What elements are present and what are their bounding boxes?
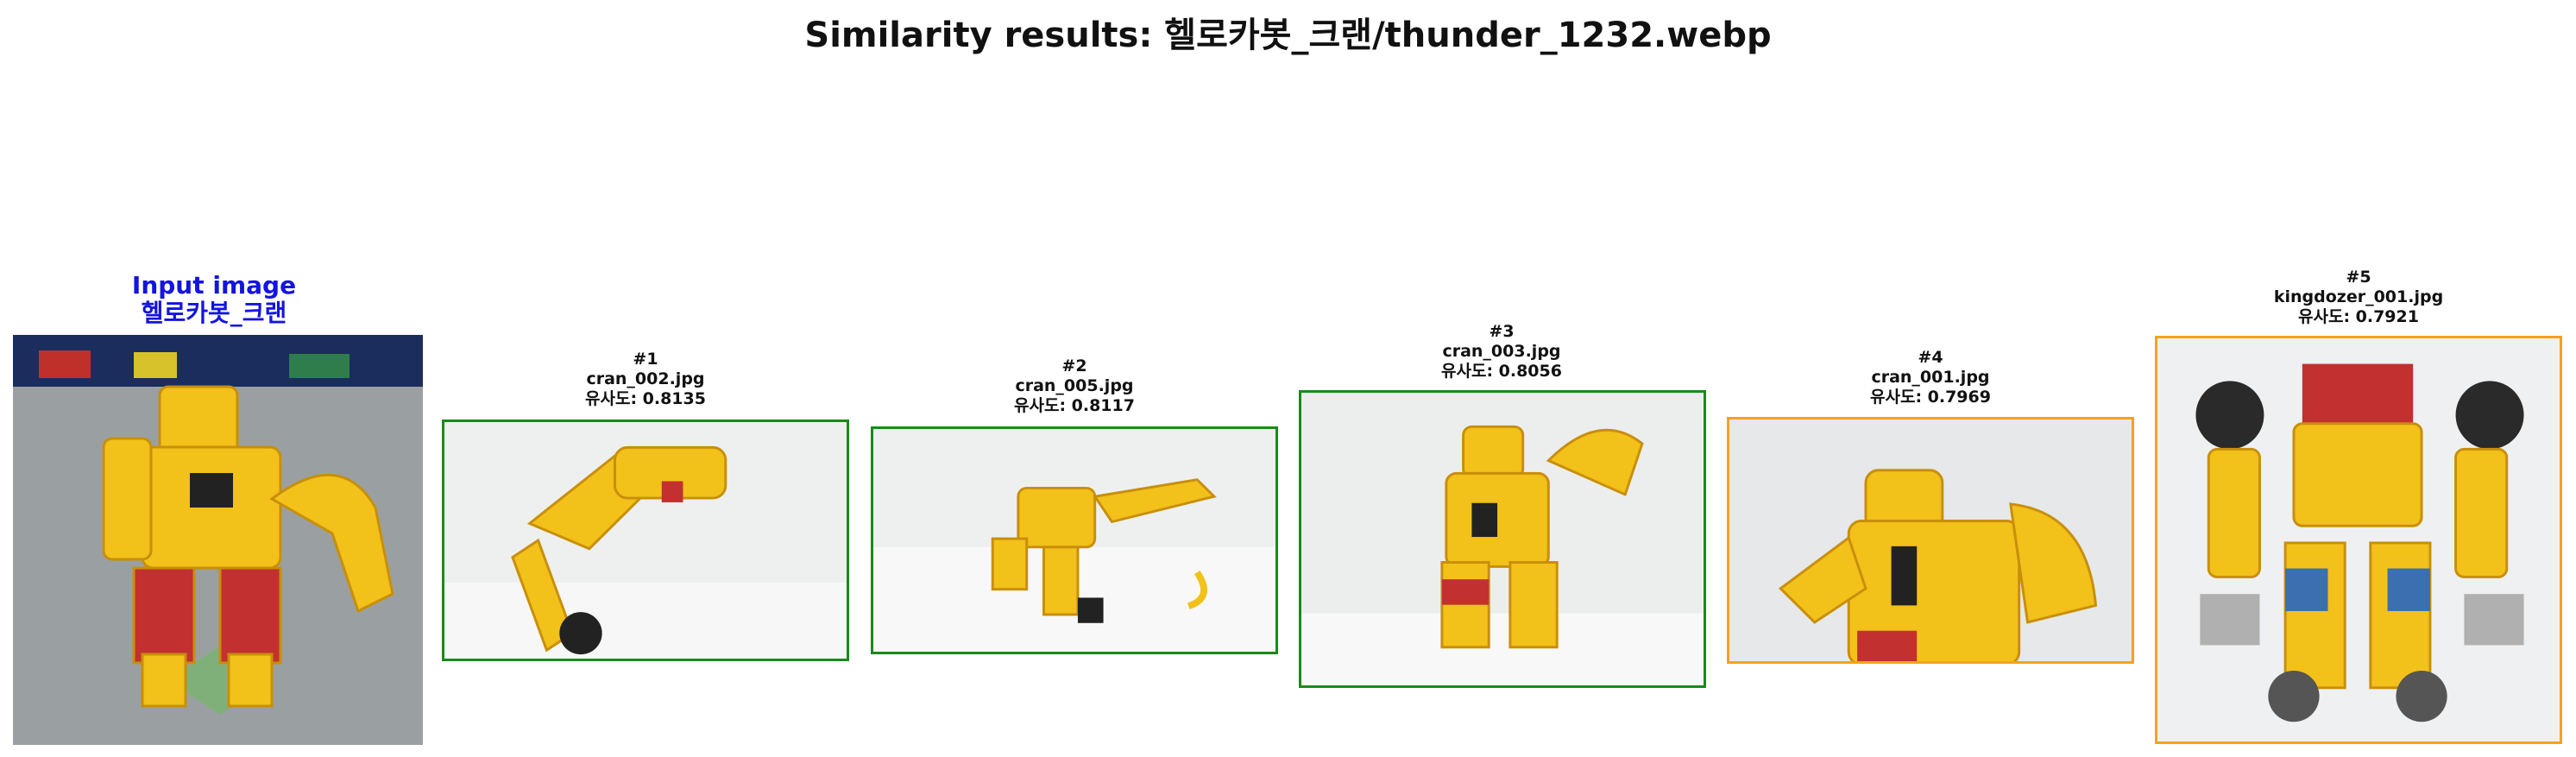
result-score: 유사도: 0.8117 [1014,396,1135,415]
result-score: 유사도: 0.8056 [1441,362,1562,381]
result-rank: #1 [633,350,658,369]
result-image-2 [871,426,1278,654]
input-label: Input image [131,271,297,300]
result-rank: #2 [1061,356,1087,375]
result-caption-2: #2 cran_005.jpg 유사도: 0.8117 [867,356,1282,416]
input-class-label: 헬로카봇_크랜 [141,299,287,327]
result-filename: cran_002.jpg [586,369,705,388]
input-image [13,335,423,745]
result-image-1 [442,420,849,661]
result-score: 유사도: 0.7969 [1870,388,1991,407]
result-rank: #3 [1489,322,1515,341]
result-image-5 [2155,336,2562,744]
result-filename: cran_003.jpg [1442,342,1561,361]
robot-toy-photo [102,385,394,708]
result-filename: cran_005.jpg [1015,376,1134,395]
result-score: 유사도: 0.7921 [2298,307,2419,326]
result-caption-3: #3 cran_003.jpg 유사도: 0.8056 [1294,322,1709,382]
result-filename: cran_001.jpg [1871,368,1990,387]
result-caption-1: #1 cran_002.jpg 유사도: 0.8135 [438,350,853,409]
result-image-4 [1727,417,2134,664]
result-rank: #4 [1918,348,1943,367]
result-caption-5: #5 kingdozer_001.jpg 유사도: 0.7921 [2151,268,2566,327]
result-caption-4: #4 cran_001.jpg 유사도: 0.7969 [1723,348,2138,407]
page-title: Similarity results: 헬로카봇_크랜/thunder_1232… [804,16,1772,55]
result-score: 유사도: 0.8135 [585,389,706,408]
result-image-3 [1299,390,1706,688]
result-filename: kingdozer_001.jpg [2273,287,2444,306]
result-rank: #5 [2346,268,2371,287]
input-caption: Input image 헬로카봇_크랜 [7,272,421,327]
